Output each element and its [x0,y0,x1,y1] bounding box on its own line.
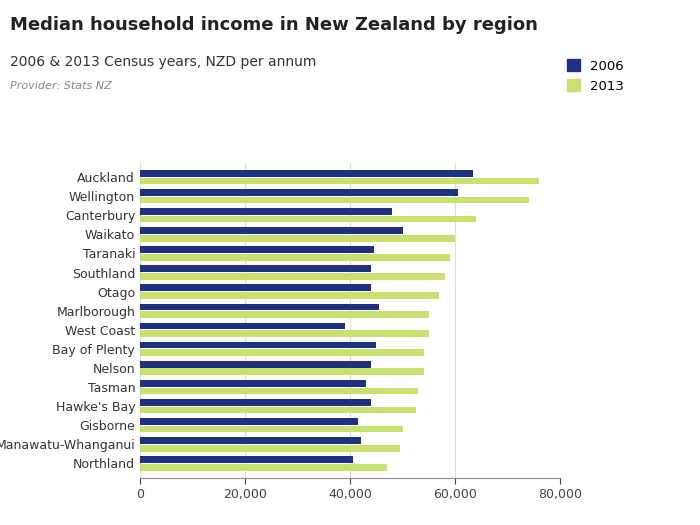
Bar [140,303,379,310]
Bar [140,227,402,234]
Bar [140,208,392,215]
Bar [140,387,419,394]
Bar [140,292,440,299]
Bar [140,380,365,386]
Bar [140,235,455,242]
Bar [140,418,358,425]
Bar [140,456,353,463]
Bar [140,311,428,318]
Bar [140,216,476,223]
Bar [140,426,402,433]
Text: Median household income in New Zealand by region: Median household income in New Zealand b… [10,16,538,34]
Text: 2006 & 2013 Census years, NZD per annum: 2006 & 2013 Census years, NZD per annum [10,55,317,69]
Bar [140,361,371,367]
Bar [140,330,428,337]
Bar [140,285,371,291]
Bar [140,437,360,444]
Bar [140,323,344,329]
Text: Provider: Stats NZ: Provider: Stats NZ [10,81,112,91]
Text: figure.nz: figure.nz [584,20,665,37]
Bar [140,464,386,470]
Bar [140,445,400,452]
Bar [140,369,424,375]
Bar [140,177,539,184]
Bar [140,265,371,272]
Bar [140,170,473,176]
Bar [140,342,377,349]
Bar [140,197,528,203]
Bar [140,399,371,406]
Bar [140,246,374,253]
Bar [140,273,444,280]
Bar [140,254,449,260]
Bar [140,407,416,413]
Legend: 2006, 2013: 2006, 2013 [566,59,624,92]
Bar [140,349,424,356]
Bar [140,189,458,196]
